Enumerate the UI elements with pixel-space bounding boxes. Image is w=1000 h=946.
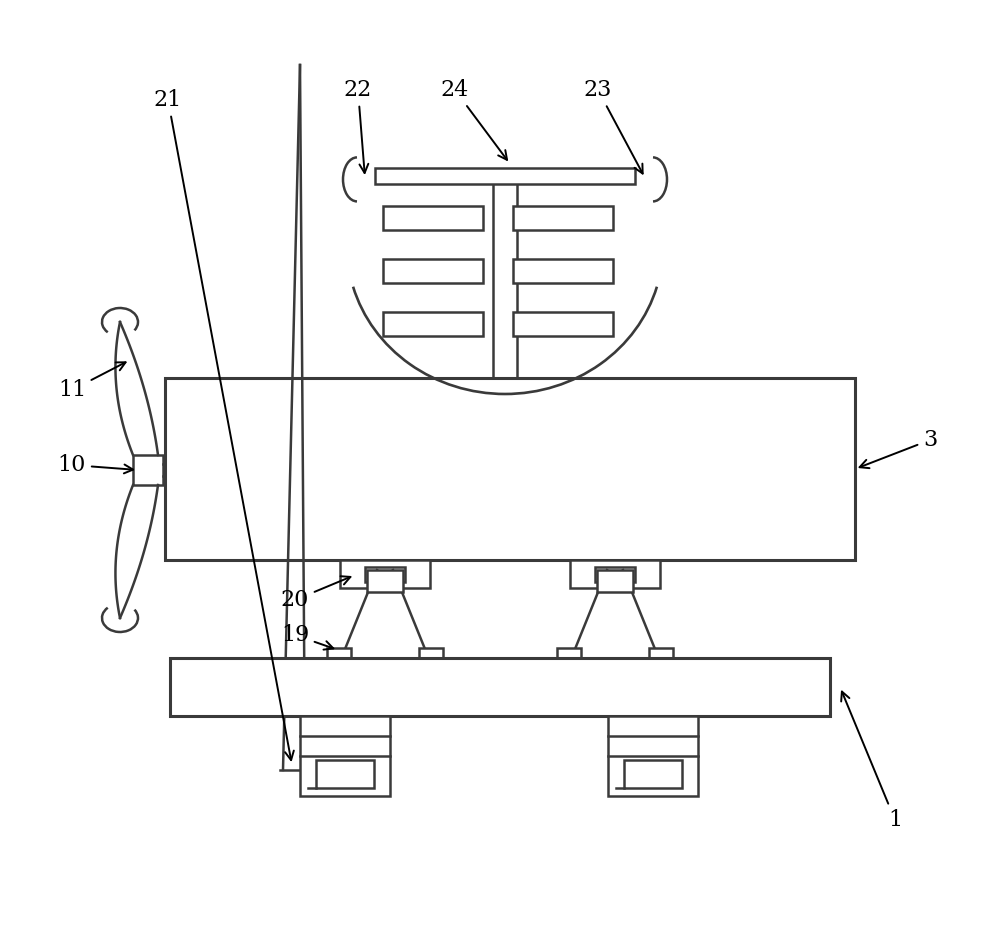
Bar [570,560,660,588]
Bar [383,206,483,230]
Text: 24: 24 [441,79,507,160]
Bar [557,648,581,662]
Bar [170,658,830,716]
Bar [300,716,390,796]
Text: 22: 22 [344,79,372,173]
Text: 11: 11 [58,362,126,401]
Bar [165,378,855,560]
Bar [597,570,633,592]
Text: 3: 3 [860,429,937,468]
Text: 1: 1 [841,692,902,831]
Text: 23: 23 [584,79,643,173]
Bar [375,167,635,184]
Bar [365,567,405,582]
Bar [649,648,673,662]
Bar [340,560,430,588]
Bar [383,259,483,283]
Text: 10: 10 [58,454,133,476]
Bar [327,648,351,662]
Bar [624,760,682,788]
Bar [608,716,698,796]
Bar [383,312,483,336]
Bar [367,570,403,592]
Bar [419,648,443,662]
Bar [513,206,613,230]
Bar [595,567,635,582]
Bar [513,259,613,283]
Bar [133,455,163,485]
Text: 20: 20 [281,576,350,611]
Text: 19: 19 [281,624,333,650]
Bar [513,312,613,336]
Text: 21: 21 [154,89,294,761]
Bar [316,760,374,788]
